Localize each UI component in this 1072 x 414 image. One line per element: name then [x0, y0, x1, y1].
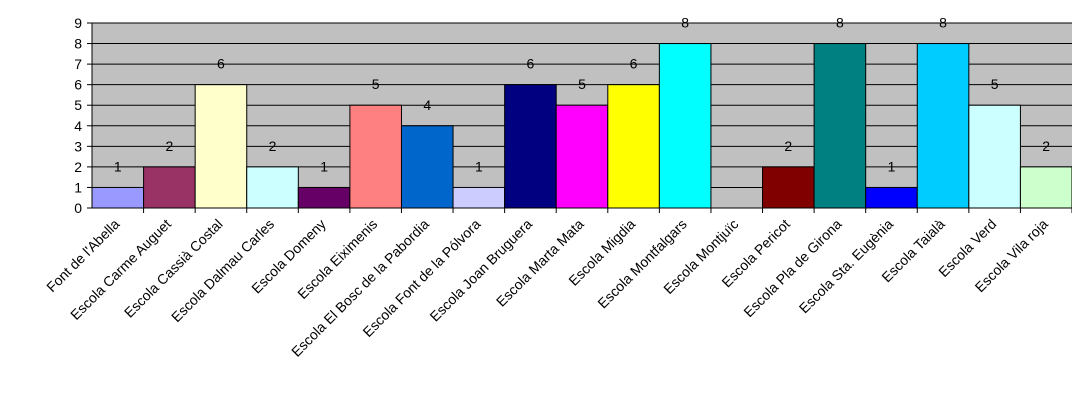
data-label: 8: [836, 15, 844, 31]
bar: [865, 186, 918, 209]
bar: [452, 186, 506, 209]
y-axis-ticks: 0 1 2 3 4 5 6 7 8 9: [74, 15, 1072, 216]
y-tick-label: 7: [74, 56, 82, 72]
bar: [658, 43, 712, 209]
data-label: 2: [1042, 138, 1050, 154]
data-labels: 1 2 6 2 1 5 4 1 6 5 6 8 2 8 1 8 5 2: [114, 15, 1050, 175]
x-tick-label: Escola Sta. Eugènia: [796, 216, 897, 317]
data-label: 6: [527, 56, 535, 72]
data-label: 2: [269, 138, 277, 154]
data-label: 5: [372, 76, 380, 92]
data-label: 8: [939, 15, 947, 31]
y-tick-label: 4: [74, 118, 82, 134]
data-label: 5: [991, 76, 999, 92]
bar: [555, 104, 609, 209]
bar: [813, 43, 867, 209]
bar: [400, 125, 454, 209]
data-label: 2: [165, 138, 173, 154]
bar: [143, 166, 196, 209]
bar: [916, 43, 970, 209]
bar: [607, 84, 660, 209]
bar: [349, 104, 402, 209]
bar: [762, 166, 815, 209]
x-tick-label: Escola Marta Mata: [493, 216, 587, 310]
y-tick-label: 8: [74, 36, 82, 52]
bar: [246, 166, 299, 209]
x-tick-label: Escola Dalmau Carles: [168, 216, 277, 325]
bar: [91, 186, 145, 209]
x-tick-label: Escola Montfalgars: [594, 216, 690, 312]
data-label: 1: [888, 158, 896, 174]
x-tick-label: Escola Joan Bruguera: [426, 216, 535, 325]
data-label: 1: [475, 158, 483, 174]
y-tick-label: 5: [74, 97, 82, 113]
data-label: 6: [217, 56, 225, 72]
data-label: 1: [114, 158, 122, 174]
data-label: 5: [578, 76, 586, 92]
axes: [91, 23, 1072, 209]
x-tick-label: Escola Cassià Costal: [121, 216, 226, 321]
bar: [968, 104, 1021, 209]
bar: [194, 84, 248, 209]
data-label: 1: [320, 158, 328, 174]
data-label: 4: [423, 97, 431, 113]
y-tick-label: 6: [74, 77, 82, 93]
y-tick-label: 1: [74, 179, 82, 195]
x-tick-label: Escola Carme Auguet: [67, 216, 174, 323]
x-tick-label: Escola Pla de Girona: [740, 216, 844, 320]
data-label: 6: [630, 56, 638, 72]
bar: [504, 84, 557, 209]
data-label: 8: [681, 15, 689, 31]
y-tick-label: 2: [74, 159, 82, 175]
bar: [297, 186, 351, 209]
bar: [1019, 166, 1072, 209]
y-tick-label: 3: [74, 138, 82, 154]
y-tick-label: 0: [74, 200, 82, 216]
y-tick-label: 9: [74, 15, 82, 31]
bars: [91, 43, 1072, 209]
data-label: 2: [784, 138, 792, 154]
